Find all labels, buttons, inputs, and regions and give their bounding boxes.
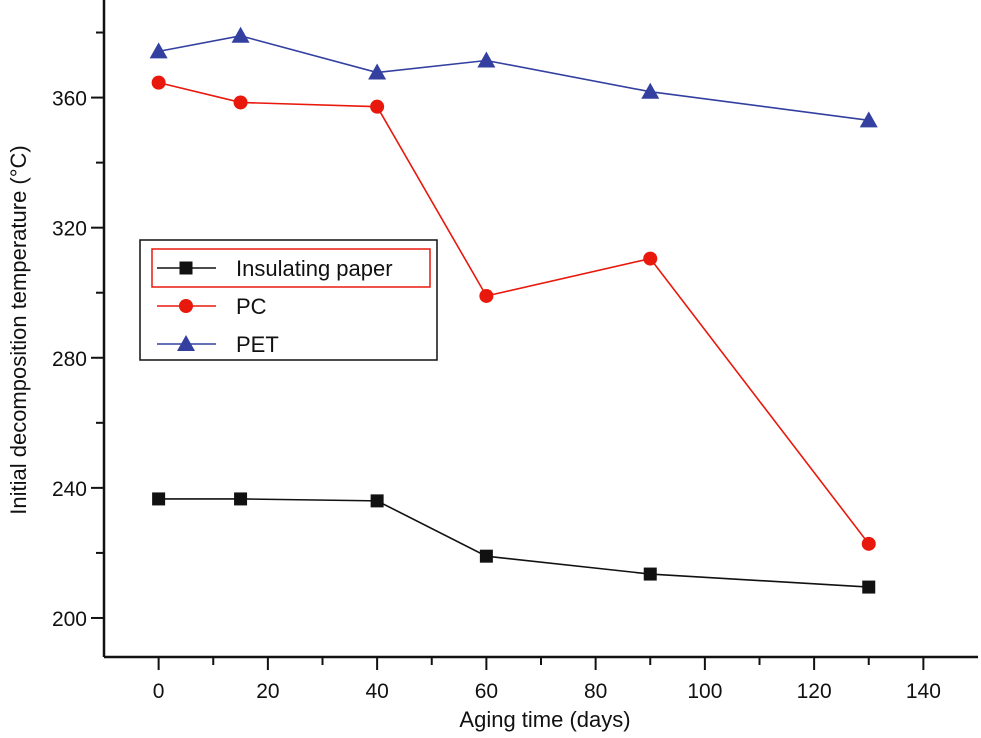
series-line-pet: [158, 34, 869, 122]
legend-label-pc: PC: [236, 294, 267, 319]
y-tick-label: 240: [52, 478, 87, 501]
x-tick-label: 20: [256, 680, 279, 703]
data-point-pet: [231, 26, 250, 43]
y-tick-label: 200: [52, 608, 87, 631]
series-line-insulating-paper: [158, 498, 869, 588]
data-point-insulating-paper: [479, 549, 493, 563]
x-tick-label: 80: [584, 680, 607, 703]
y-axis-label: Initial decomposition temperature (°C): [6, 145, 31, 515]
x-tick-label: 60: [475, 680, 498, 703]
series-line-pc: [158, 81, 870, 545]
x-tick-label: 120: [797, 680, 832, 703]
x-tick-label: 100: [687, 680, 722, 703]
data-point-pc: [479, 288, 494, 303]
data-point-insulating-paper: [862, 580, 876, 594]
y-tick-label: 280: [52, 348, 87, 371]
legend-marker-pc: [179, 299, 193, 313]
data-point-insulating-paper: [370, 494, 384, 508]
series-pc: [151, 75, 876, 551]
data-point-insulating-paper: [643, 567, 657, 581]
data-point-pc: [643, 251, 658, 266]
x-tick-label: 0: [153, 680, 165, 703]
y-tick-label: 360: [52, 88, 87, 111]
data-point-pc: [233, 95, 248, 110]
y-tick-label: 320: [52, 218, 87, 241]
series-insulating-paper: [152, 492, 876, 594]
data-point-pet: [149, 42, 168, 59]
data-point-pet: [477, 51, 496, 68]
data-point-pet: [641, 82, 660, 99]
data-point-pc: [151, 75, 166, 90]
legend: Insulating paper PC PET: [139, 239, 438, 361]
x-tick-label: 140: [906, 680, 941, 703]
legend-label-insulating-paper: Insulating paper: [236, 256, 393, 281]
data-point-pc: [861, 536, 876, 551]
data-point-pc: [370, 99, 385, 114]
series-pet: [149, 26, 878, 128]
data-point-insulating-paper: [152, 492, 166, 506]
x-tick-label: 40: [365, 680, 388, 703]
axes: 0 20 40 60 80 100 120 140 200 240 280 320 360: [52, 0, 978, 703]
legend-label-pet: PET: [236, 332, 279, 357]
series-group: [149, 26, 878, 594]
legend-marker-insulating-paper: [179, 261, 193, 275]
legend-marker-pet: [177, 335, 195, 351]
legend-highlight: [151, 248, 431, 288]
data-point-insulating-paper: [234, 492, 248, 506]
x-axis-label: Aging time (days): [459, 707, 630, 732]
data-point-pet: [859, 111, 878, 128]
data-point-pet: [368, 63, 387, 80]
